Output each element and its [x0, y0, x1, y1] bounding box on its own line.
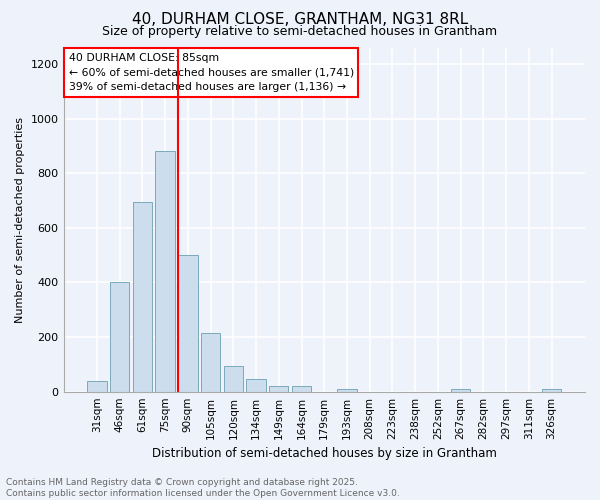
Text: Size of property relative to semi-detached houses in Grantham: Size of property relative to semi-detach… — [103, 25, 497, 38]
Bar — [269, 386, 289, 392]
Bar — [224, 366, 243, 392]
Bar — [292, 386, 311, 392]
Bar — [247, 380, 266, 392]
Bar — [133, 202, 152, 392]
Y-axis label: Number of semi-detached properties: Number of semi-detached properties — [15, 116, 25, 322]
Text: Contains HM Land Registry data © Crown copyright and database right 2025.
Contai: Contains HM Land Registry data © Crown c… — [6, 478, 400, 498]
Bar — [155, 152, 175, 392]
Text: 40 DURHAM CLOSE: 85sqm
← 60% of semi-detached houses are smaller (1,741)
39% of : 40 DURHAM CLOSE: 85sqm ← 60% of semi-det… — [69, 52, 354, 92]
Bar — [178, 255, 197, 392]
Bar — [87, 381, 107, 392]
Bar — [110, 282, 130, 392]
Bar — [337, 389, 356, 392]
Bar — [451, 389, 470, 392]
Text: 40, DURHAM CLOSE, GRANTHAM, NG31 8RL: 40, DURHAM CLOSE, GRANTHAM, NG31 8RL — [132, 12, 468, 28]
X-axis label: Distribution of semi-detached houses by size in Grantham: Distribution of semi-detached houses by … — [152, 447, 497, 460]
Bar — [201, 333, 220, 392]
Bar — [542, 389, 561, 392]
